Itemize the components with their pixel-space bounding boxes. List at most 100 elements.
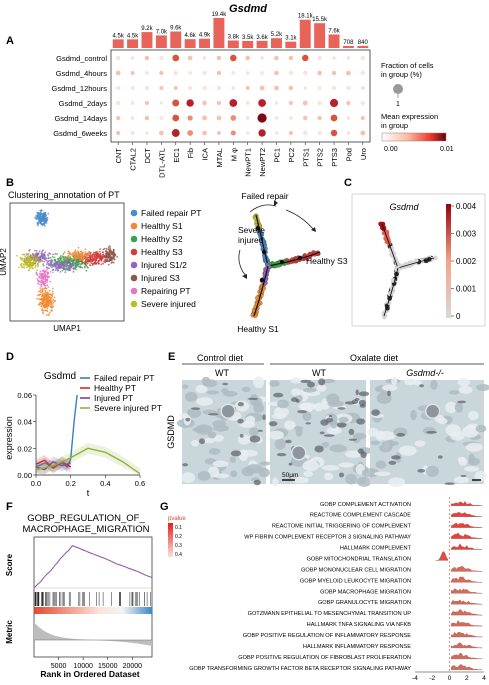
umap-cell xyxy=(52,268,55,271)
umap-cell xyxy=(81,266,84,269)
expression-dot xyxy=(173,70,178,76)
umap-cell xyxy=(47,296,50,299)
umap-cell xyxy=(41,301,44,304)
umap-cell xyxy=(57,269,59,272)
panel-d-plot: 0.0 0.2 0.4 0.6 0.00 0.02 0.04 0.06 xyxy=(17,391,145,488)
umap-cell xyxy=(109,250,112,253)
row-label: Gsdmd_12hours xyxy=(52,84,108,93)
histology-tubule xyxy=(330,421,338,429)
umap-cell xyxy=(100,259,103,262)
histology-stain xyxy=(348,428,355,435)
umap-cell xyxy=(40,272,43,275)
histology-tubule xyxy=(345,473,357,485)
umap-cell xyxy=(97,260,100,263)
umap-cell xyxy=(82,259,84,261)
histology-tubule xyxy=(462,425,479,438)
umap-cell xyxy=(49,297,52,300)
traj-label-severe-1: Severe xyxy=(238,225,265,235)
gsea-ridge-terms: GOBP COMPLEMENT ACTIVATION REACTOME COMPL… xyxy=(189,502,411,672)
histology-tubule xyxy=(475,424,487,433)
expression-dot xyxy=(245,85,250,91)
histology-tubule xyxy=(367,427,379,437)
histology-stain xyxy=(437,455,443,459)
ridge-term-label: GOBP POSITIVE REGULATION OF INFLAMMATORY… xyxy=(243,633,411,639)
pvalue-tick-label: 0.4 xyxy=(175,552,182,558)
umap-cell xyxy=(95,251,98,253)
panel-label-a: A xyxy=(6,35,14,47)
umap-cell xyxy=(31,254,34,256)
expression-dot xyxy=(159,101,163,105)
umap-cell xyxy=(41,250,44,253)
umap-cell xyxy=(78,262,81,265)
umap-cell xyxy=(53,264,56,266)
cell-count-label: 7.0k xyxy=(156,29,168,35)
expression-dot xyxy=(116,100,121,106)
expression-dot xyxy=(230,115,237,121)
histology-tubule xyxy=(414,440,426,447)
histology-tubule xyxy=(370,440,380,445)
umap-cell xyxy=(40,259,43,262)
umap-cell xyxy=(37,280,40,282)
histology-tubule xyxy=(323,472,334,481)
umap-cell xyxy=(88,256,91,259)
histology-tubule xyxy=(213,434,224,442)
umap-cell xyxy=(63,251,66,254)
umap-cell xyxy=(47,212,50,215)
ridge-term-label: GOBP TRANSFORMING GROWTH FACTOR BETA REC… xyxy=(189,666,411,672)
umap-cell xyxy=(19,263,22,266)
umap-cell xyxy=(46,267,49,269)
umap-cell xyxy=(78,260,80,263)
legend-label: Healthy S2 xyxy=(141,234,183,244)
legend-label: Injured S3 xyxy=(141,273,180,283)
histology-tubule xyxy=(207,431,217,439)
umap-cell xyxy=(95,253,98,255)
umap-cell xyxy=(63,267,66,270)
expression-dot xyxy=(116,130,121,136)
ridge-density xyxy=(451,632,483,638)
ridge-term-label: HALLMARK TNFA SIGNALING VIA NFKB xyxy=(307,622,412,628)
histology-tubule xyxy=(259,461,271,466)
cell-count-label: 4.5k xyxy=(113,33,125,39)
histology-tubule xyxy=(253,403,265,413)
expression-dot xyxy=(230,130,236,136)
histology-tubule xyxy=(269,430,284,440)
umap-cell xyxy=(58,263,60,265)
label-wt-2: WT xyxy=(312,368,326,378)
cell-count-bar xyxy=(184,39,196,48)
umap-cell xyxy=(59,264,62,266)
panel-label-b: B xyxy=(6,177,14,189)
ridge-x-tick-label: 2 xyxy=(465,675,469,682)
histology-tubule xyxy=(430,379,438,390)
row-label: Gsdmd_2days xyxy=(59,99,108,108)
umap-cell xyxy=(76,264,79,267)
gsea-rank-bar xyxy=(34,607,152,614)
umap-cell xyxy=(53,256,56,259)
umap-cell xyxy=(35,273,38,276)
histology-stain xyxy=(417,469,426,473)
panel-a-frame xyxy=(110,49,371,143)
umap-cell xyxy=(87,251,90,254)
col-label: CTAL2 xyxy=(129,148,138,171)
umap-cell xyxy=(69,253,72,256)
umap-cell xyxy=(42,270,45,272)
histology-stain xyxy=(339,472,344,478)
cell-count-bar xyxy=(328,34,340,48)
umap-cell xyxy=(65,265,68,268)
umap-cell xyxy=(63,262,66,264)
expression-dot xyxy=(144,55,150,61)
histology-tubule xyxy=(185,391,198,402)
umap-cell xyxy=(37,290,40,293)
histology-stain xyxy=(247,397,259,400)
histology-tubule xyxy=(457,378,470,387)
umap-cell xyxy=(44,251,47,254)
panel-c-colorbar xyxy=(446,204,451,318)
umap-cell xyxy=(20,259,23,261)
umap-cell xyxy=(43,309,46,312)
umap-cell xyxy=(37,265,39,268)
traj-arrow-2 xyxy=(285,209,315,231)
histology-stain xyxy=(273,392,284,398)
umap-cell xyxy=(52,265,54,268)
trajectory-line xyxy=(255,214,269,267)
umap-cell xyxy=(46,297,49,300)
umap-cell xyxy=(47,264,50,267)
